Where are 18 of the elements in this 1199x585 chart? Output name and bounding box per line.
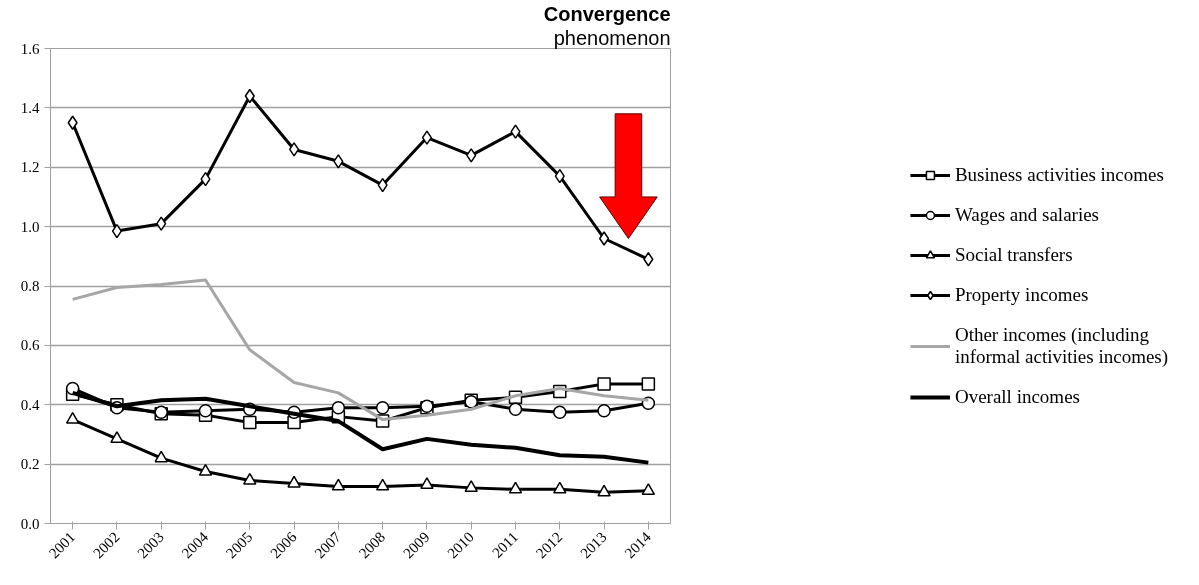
legend-label: Property incomes [954,283,1089,306]
y-tick-label: 1.2 [20,159,40,176]
y-tick-label: 0.0 [20,515,40,532]
legend-label: Wages and salaries [954,203,1099,226]
legend-label: Social transfers [954,243,1073,266]
y-tick-label: 0.2 [20,456,40,473]
legend-label: Overall incomes [954,385,1080,408]
y-tick-label: 1.6 [20,40,40,57]
legend-label: Other incomes (including informal activities incomes) [954,323,1169,368]
annotation: phenomenon [553,26,671,49]
text: Convergence [543,2,671,25]
y-tick-label: 1.4 [20,99,40,116]
y-tick-label: 0.6 [20,337,40,354]
x-tick-label: 2011 [489,528,522,561]
y-tick-label: 0.8 [20,278,40,294]
legend-label: Business activities incomes [954,163,1164,186]
y-tick-label: 0.4 [20,396,40,413]
y-tick-label: 1.0 [20,218,40,235]
